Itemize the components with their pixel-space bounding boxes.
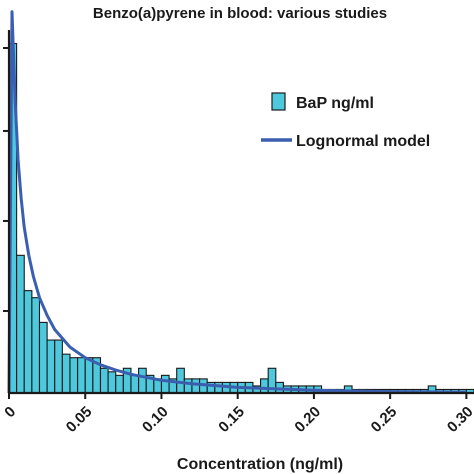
histogram-bar — [77, 357, 86, 394]
lognormal-curve — [7, 10, 467, 394]
x-tick-label: 0 — [1, 403, 19, 421]
histogram-bar — [183, 378, 193, 394]
histogram-bar — [107, 371, 117, 394]
x-tick-label: 0.25 — [368, 403, 401, 436]
histogram-bar — [160, 374, 170, 394]
x-tick-label: 0.10 — [139, 403, 172, 436]
chart-title: Benzo(a)pyrene in blood: various studies — [93, 5, 387, 22]
x-tick-label: 0.05 — [63, 403, 96, 436]
histogram-bar — [214, 381, 223, 394]
legend: BaP ng/ml Lognormal model — [261, 92, 430, 150]
histogram-bar — [69, 357, 79, 394]
histogram-bar — [46, 339, 56, 394]
histogram-bar — [191, 378, 201, 394]
legend-label-curve: Lognormal model — [296, 133, 430, 150]
axes — [3, 30, 474, 395]
histogram-bar — [54, 339, 63, 394]
histogram-bar — [38, 321, 48, 394]
histogram-bar — [84, 357, 94, 394]
histogram-bar — [61, 353, 71, 394]
histogram-bar — [138, 367, 147, 394]
x-tick-label: 0.20 — [292, 403, 325, 436]
histogram-bar — [130, 374, 140, 394]
histogram-bar — [31, 297, 41, 394]
legend-label-histogram: BaP ng/ml — [296, 95, 374, 112]
legend-swatch-histogram — [271, 92, 286, 111]
histogram-bar — [176, 367, 185, 394]
histogram-bar — [23, 290, 33, 394]
x-tick-labels: 0 0.05 0.10 0.15 0.20 0.25 0.30 — [1, 393, 474, 436]
histogram-bars — [8, 42, 474, 394]
histogram-bar — [115, 374, 124, 394]
histogram-bar — [16, 254, 25, 394]
x-axis-label: Concentration (ng/ml) — [177, 456, 343, 473]
x-tick-label: 0.30 — [444, 403, 474, 436]
model-curve-layer — [7, 10, 467, 394]
x-tick-label: 0.15 — [215, 403, 248, 436]
histogram-bar — [260, 378, 269, 394]
histogram-bar — [99, 367, 109, 394]
